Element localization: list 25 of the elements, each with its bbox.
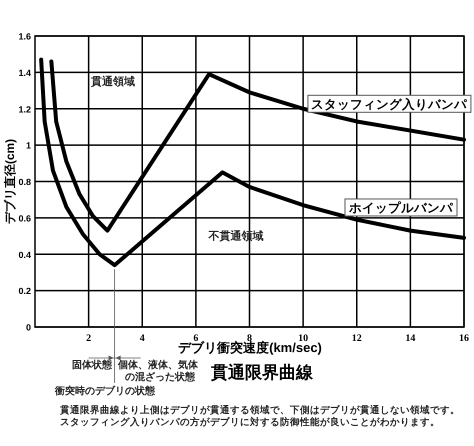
y-tick-label: 0.4 [18, 250, 31, 260]
text: の混ざった状態 [125, 371, 196, 383]
y-axis-title: デブリ直径(cm) [3, 138, 17, 224]
text: 衝突時のデブリの状態 [54, 385, 156, 397]
y-tick-label: 1.2 [18, 104, 31, 114]
x-tick-label: 4 [140, 333, 145, 344]
text: 固体状態 [72, 359, 113, 371]
x-tick-label: 12 [352, 333, 362, 344]
text: 貫通限界曲線 [210, 363, 314, 382]
x-tick-label: 16 [459, 333, 469, 344]
text: 個体、液体、気体 [117, 359, 199, 371]
y-tick-label: 1.6 [18, 32, 31, 42]
y-tick-label: 1 [26, 140, 31, 151]
x-tick-label: 2 [86, 333, 92, 344]
series-label: スタッフィング入りバンパ [310, 96, 468, 112]
text: 貫通限界曲線より上側はデブリが貫通する領域で、下側はデブリが貫通しない領域です。 [59, 404, 460, 416]
y-tick-label: 0 [26, 322, 31, 332]
annotation: 貫通領域 [90, 75, 135, 88]
series-label: ホイップルバンパ [348, 200, 454, 215]
x-tick-label: 14 [405, 333, 416, 344]
y-tick-label: 0.8 [18, 177, 31, 187]
y-tick-label: 0.2 [18, 286, 31, 296]
text: スタッフィング入りバンパの方がデブリに対する防御性能が良いことがわかります。 [60, 416, 440, 428]
y-tick-label: 1.4 [18, 68, 31, 78]
y-tick-label: 0.6 [18, 213, 31, 224]
